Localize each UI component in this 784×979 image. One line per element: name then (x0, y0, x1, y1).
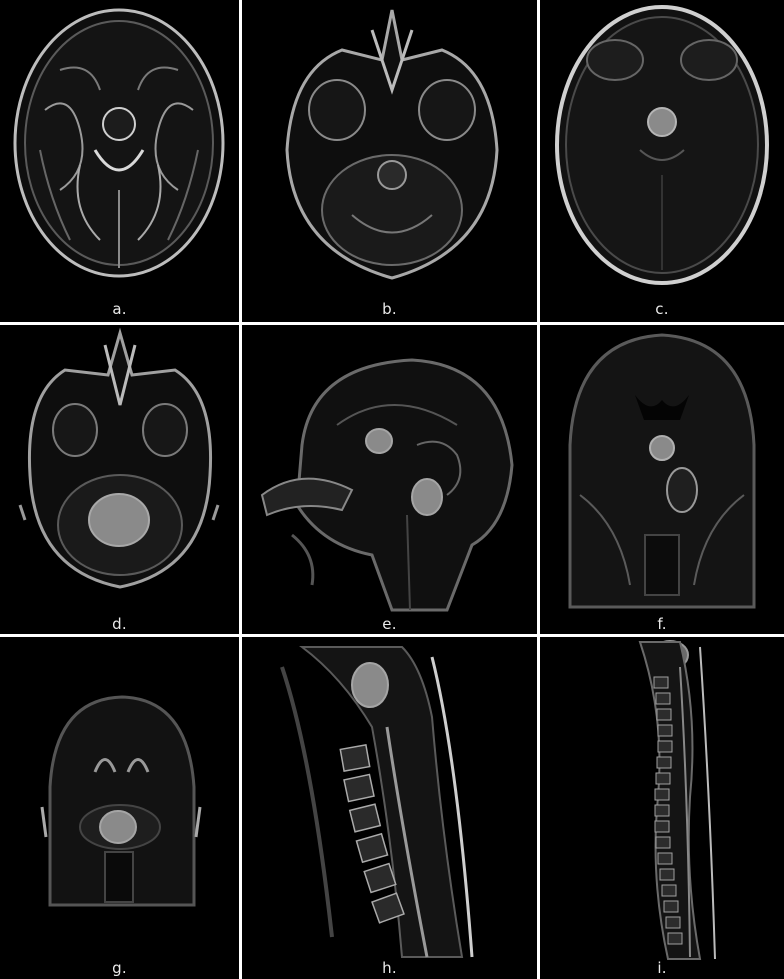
panel-label: e. (382, 615, 397, 633)
panel-f: f. (540, 325, 784, 634)
panel-d: d. (0, 325, 239, 634)
panel-label: c. (655, 300, 669, 318)
divider-vertical-4 (537, 325, 540, 635)
axial-t2-brain-mri-icon (13, 8, 225, 278)
panel-label: f. (657, 615, 667, 633)
divider-vertical-6 (537, 637, 540, 979)
panel-h: h. (242, 637, 537, 979)
coronal-contrast-posterior-fossa-mri-icon (40, 695, 202, 907)
panel-label: i. (657, 959, 667, 977)
panel-i: i. (540, 637, 784, 979)
sagittal-whole-spine-mri-icon (638, 640, 716, 960)
divider-vertical-2 (537, 0, 540, 324)
axial-contrast-posterior-fossa-mri-with-lesion-icon (18, 327, 220, 589)
panel-g: g. (0, 637, 239, 979)
divider-horizontal-1 (0, 322, 784, 325)
panel-label: d. (112, 615, 127, 633)
divider-vertical-1 (239, 0, 242, 324)
panel-b: b. (242, 0, 537, 322)
coronal-contrast-brain-mri-icon (568, 333, 756, 609)
panel-label: g. (112, 959, 127, 977)
axial-posterior-fossa-mri-icon (285, 9, 499, 280)
divider-vertical-3 (239, 325, 242, 635)
axial-contrast-brain-mri-with-suprasellar-lesion-icon (555, 5, 769, 285)
panel-a: a. (0, 0, 239, 322)
sagittal-cervical-spine-mri-icon (280, 646, 474, 958)
panel-c: c. (540, 0, 784, 322)
panel-label: b. (382, 300, 397, 318)
panel-label: h. (382, 959, 397, 977)
panel-label: a. (112, 300, 127, 318)
panel-e: e. (242, 325, 537, 634)
sagittal-contrast-brain-mri-icon (260, 358, 514, 612)
divider-vertical-5 (239, 637, 242, 979)
divider-horizontal-2 (0, 634, 784, 637)
